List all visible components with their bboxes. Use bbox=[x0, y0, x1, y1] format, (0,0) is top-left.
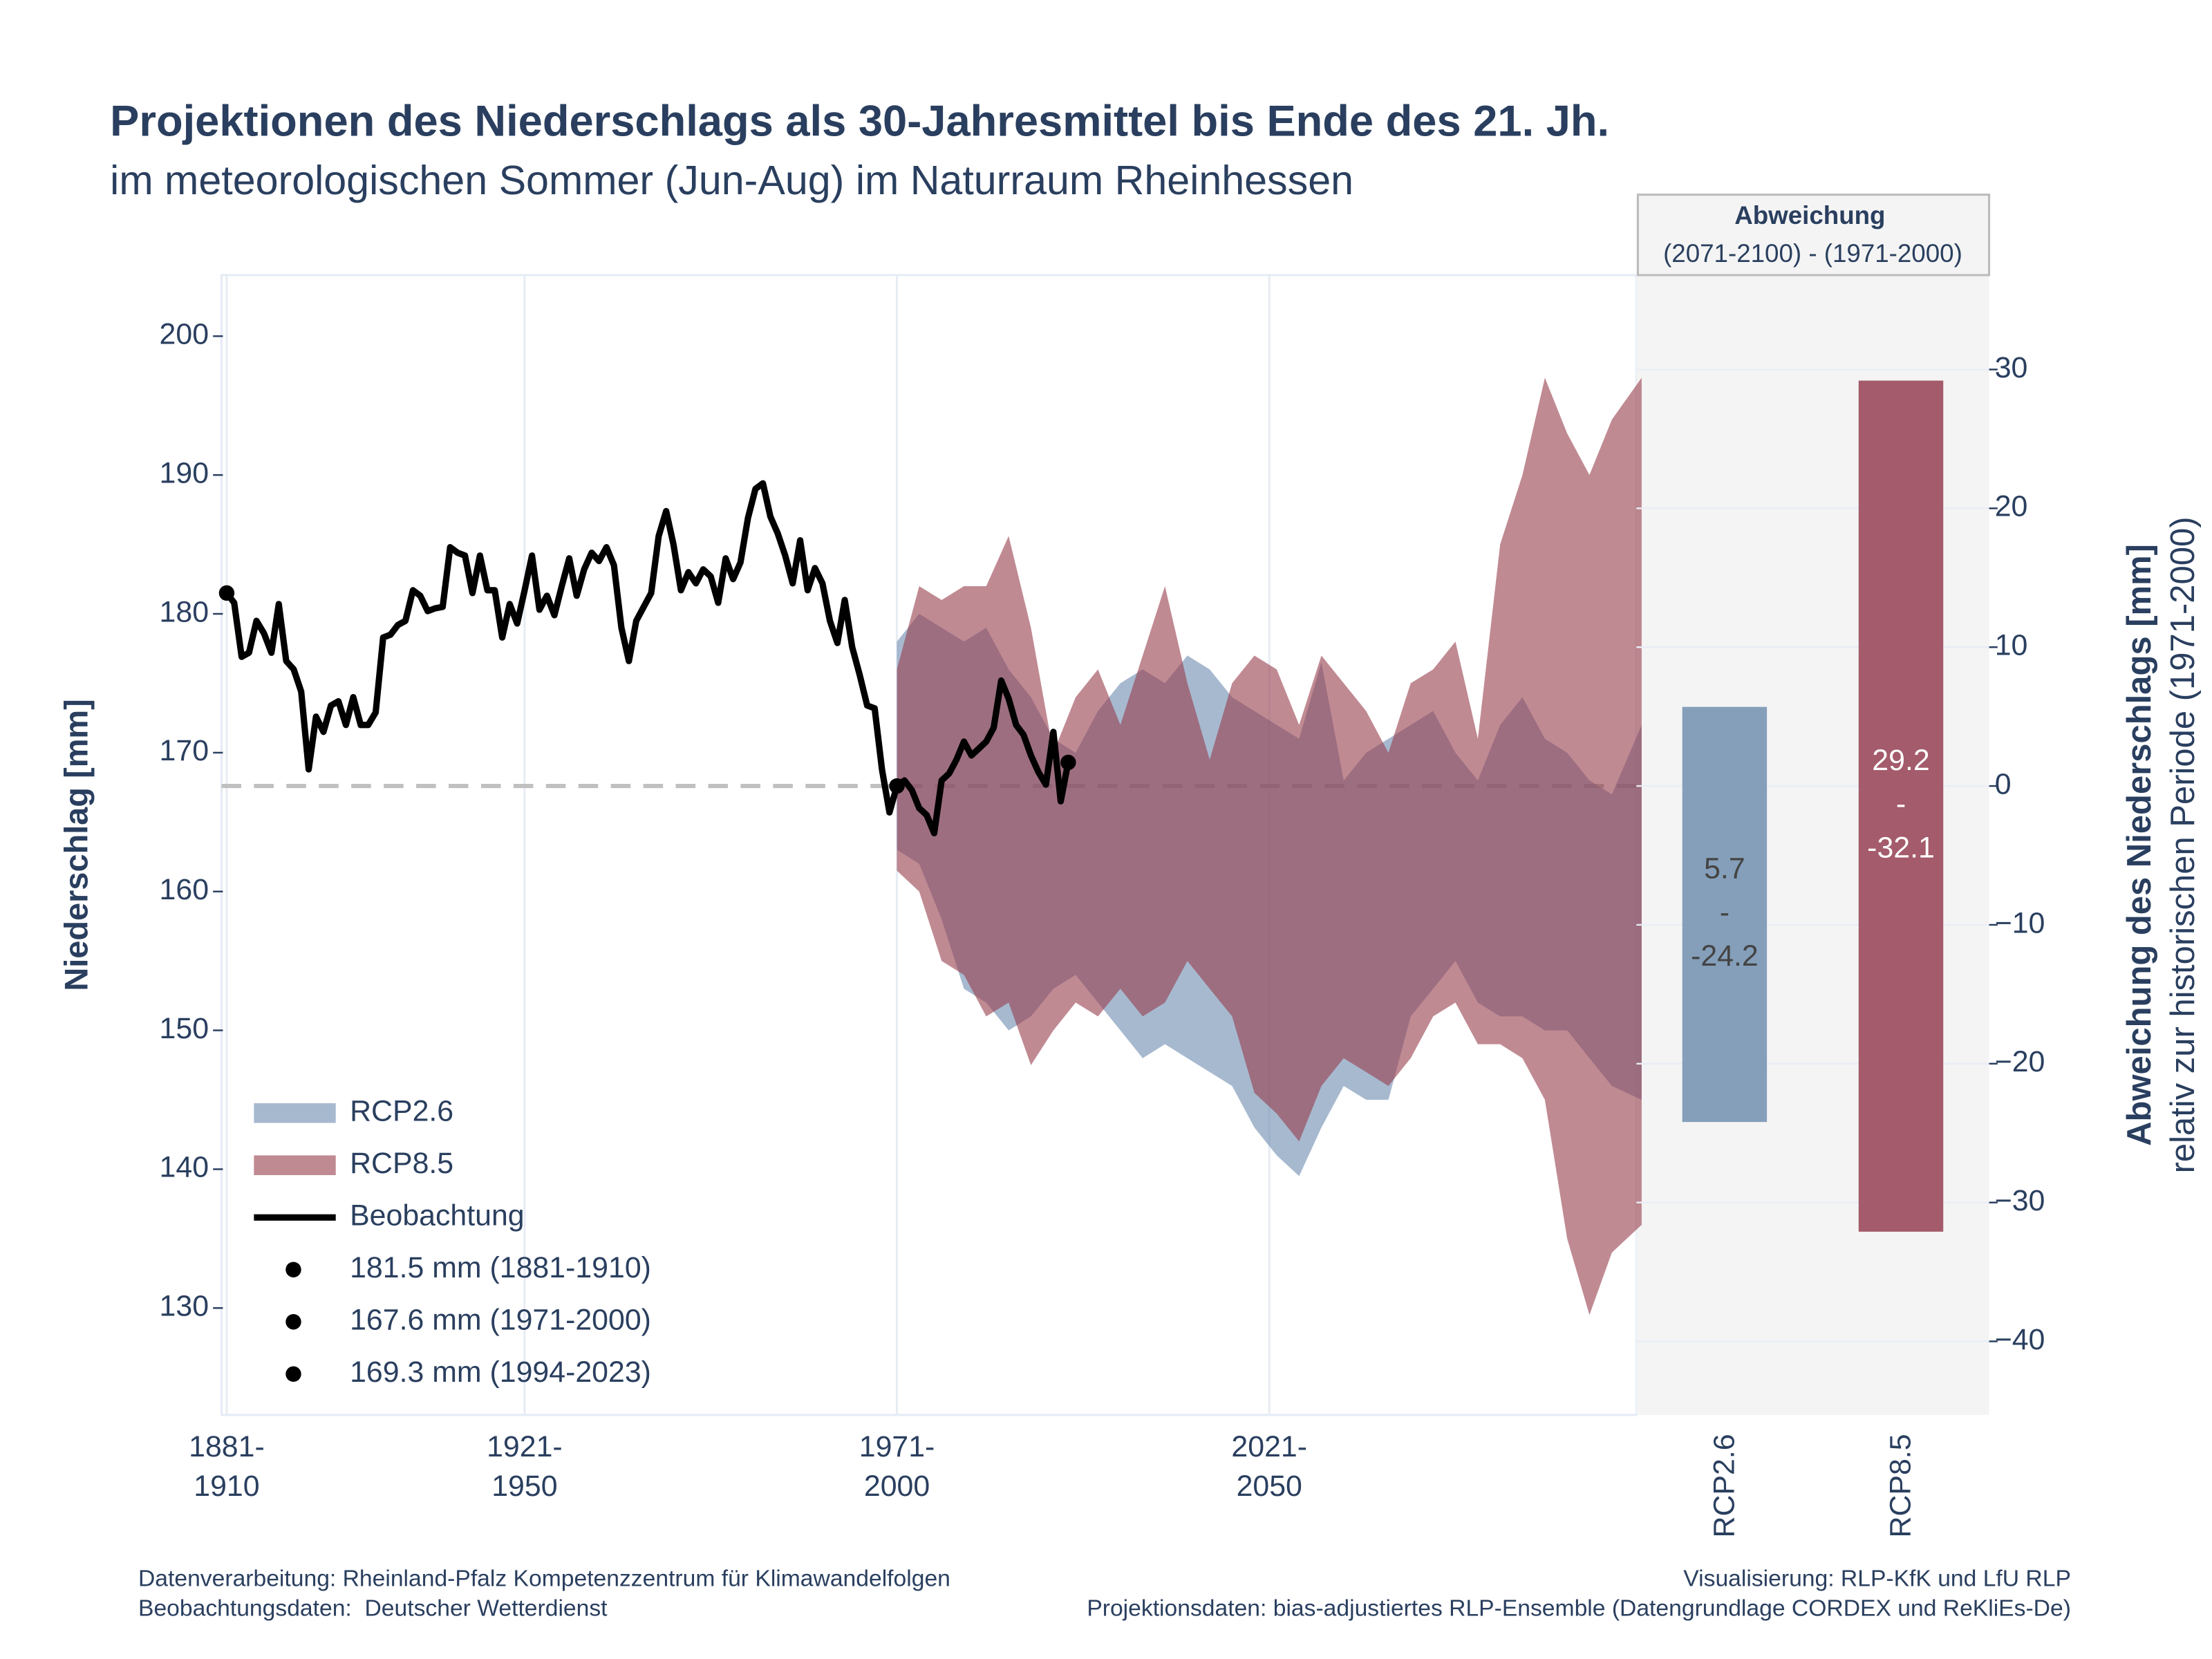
legend-label: 167.6 mm (1971-2000) bbox=[350, 1304, 651, 1337]
y-tick-label: 170 bbox=[160, 734, 209, 767]
x-tick-label: 2021-2050 bbox=[1231, 1430, 1307, 1503]
y-tick-label: 140 bbox=[160, 1151, 209, 1184]
footer-text: Beobachtungsdaten: Deutscher Wetterdiens… bbox=[138, 1595, 608, 1621]
x-tick-label: 1921-1950 bbox=[487, 1430, 563, 1503]
y-tick-label: 150 bbox=[160, 1012, 209, 1045]
y2-tick-label: 30 bbox=[1995, 351, 2028, 384]
deviation-header bbox=[1636, 194, 1991, 276]
legend-label: RCP8.5 bbox=[350, 1147, 453, 1180]
bar-value-label: 5.7 --24.2 bbox=[1691, 852, 1759, 973]
y2-tick-label: −20 bbox=[1995, 1045, 2045, 1078]
y2-tick-label: 20 bbox=[1995, 490, 2028, 523]
y2-tick-label: −10 bbox=[1995, 906, 2045, 939]
y-tick-label: 190 bbox=[160, 456, 209, 489]
panel-title: Abweichung bbox=[1734, 201, 1885, 229]
x-tick-label: 1971-2000 bbox=[859, 1430, 935, 1503]
y-tick-label: 180 bbox=[160, 595, 209, 628]
legend-label: 169.3 mm (1994-2023) bbox=[350, 1356, 651, 1389]
legend-dot bbox=[285, 1314, 301, 1330]
x-tick-label: RCP8.5 bbox=[1884, 1434, 1917, 1537]
footer-text: Visualisierung: RLP-KfK und LfU RLP bbox=[1683, 1566, 2071, 1592]
y-tick-label: 200 bbox=[160, 318, 209, 351]
y2-tick-label: −30 bbox=[1995, 1184, 2045, 1217]
y-tick-label: 160 bbox=[160, 873, 209, 906]
x-tick-label: 1881-1910 bbox=[189, 1430, 265, 1503]
chart-title: Projektionen des Niederschlags als 30-Ja… bbox=[110, 97, 1609, 145]
y-tick-label: 130 bbox=[160, 1290, 209, 1323]
panel-subtitle: (2071-2100) - (1971-2000) bbox=[1663, 239, 1962, 268]
x-tick-label: RCP2.6 bbox=[1707, 1434, 1741, 1537]
legend-swatch bbox=[254, 1103, 336, 1123]
range-bar bbox=[1682, 706, 1768, 1123]
legend-dot bbox=[285, 1262, 301, 1277]
footer-text: Projektionsdaten: bias-adjustiertes RLP-… bbox=[1087, 1595, 2071, 1621]
band bbox=[897, 377, 1642, 1315]
y-axis-title: Niederschlag [mm] bbox=[59, 699, 95, 991]
chart-subtitle: im meteorologischen Sommer (Jun-Aug) im … bbox=[110, 157, 1353, 203]
period-mean-point bbox=[889, 778, 905, 794]
period-mean-point bbox=[1060, 754, 1076, 771]
observation-line bbox=[224, 480, 1071, 836]
y2-tick-label: 0 bbox=[1995, 767, 2012, 800]
y2-axis-subtitle: relativ zur historischen Periode (1971-2… bbox=[2164, 516, 2202, 1173]
footer-text: Datenverarbeitung: Rheinland-Pfalz Kompe… bbox=[138, 1566, 950, 1592]
legend-label: Beobachtung bbox=[350, 1199, 525, 1232]
bar-value-label: 29.2 --32.1 bbox=[1867, 744, 1935, 865]
y2-tick-label: 10 bbox=[1995, 629, 2028, 662]
y2-axis-title: Abweichung des Niederschlags [mm] bbox=[2121, 544, 2158, 1146]
legend-swatch bbox=[254, 1155, 336, 1175]
y2-tick-label: −40 bbox=[1995, 1323, 2045, 1356]
range-bar bbox=[1858, 380, 1944, 1232]
period-mean-point bbox=[218, 585, 235, 601]
legend-label: 181.5 mm (1881-1910) bbox=[350, 1251, 651, 1284]
legend-label: RCP2.6 bbox=[350, 1095, 453, 1128]
legend-dot bbox=[285, 1366, 301, 1382]
